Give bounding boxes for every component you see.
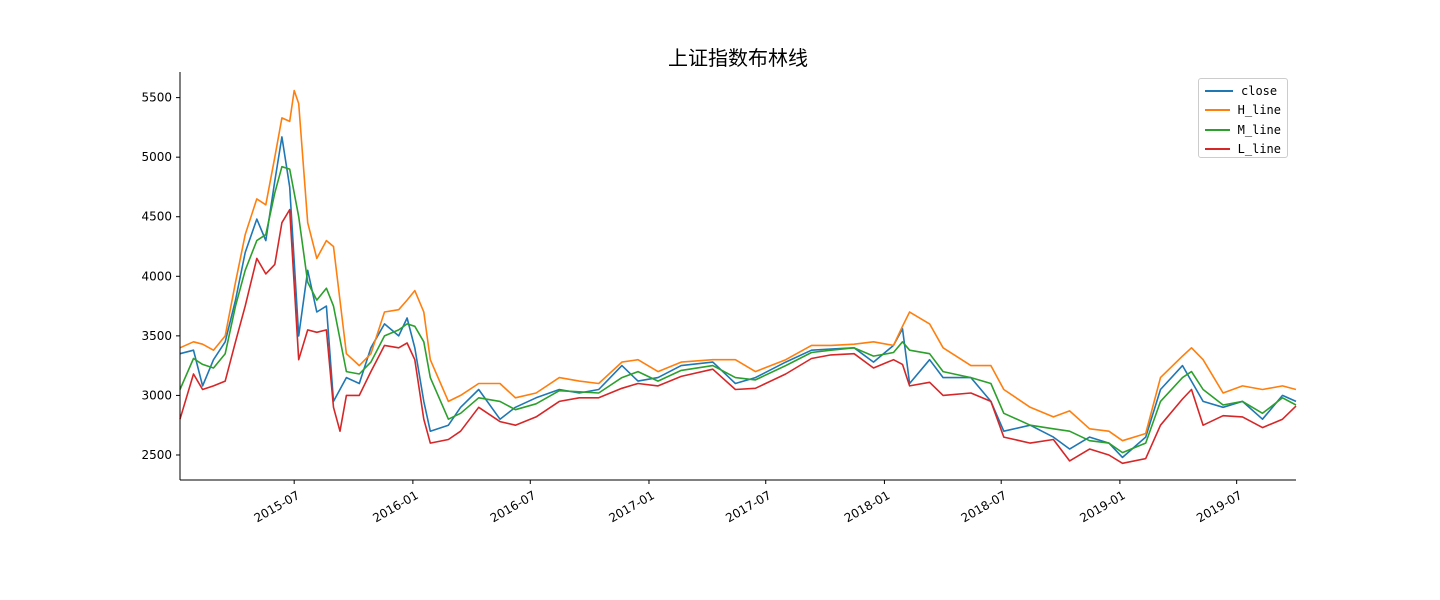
legend-label-h-line: H_line (1237, 103, 1281, 118)
legend-swatch-close (1205, 89, 1233, 92)
y-tick-label: 3000 (141, 388, 172, 402)
series-layer (179, 89, 1297, 465)
y-tick-label: 5500 (141, 91, 172, 105)
series-line-h-line (179, 89, 1297, 442)
series-line-close (179, 136, 1297, 459)
legend-swatch-m-line (1205, 128, 1230, 131)
x-tick-label: 2017-01 (606, 488, 656, 525)
x-tick-label: 2015-07 (252, 488, 302, 525)
legend-entry-close: close (1205, 81, 1281, 101)
legend-swatch-l-line (1205, 148, 1230, 151)
legend-entry-m-line: M_line (1205, 120, 1281, 140)
x-tick-label: 2017-07 (723, 488, 773, 525)
legend-label-m-line: M_line (1237, 122, 1281, 137)
y-tick-label: 3500 (141, 329, 172, 343)
x-tick-label: 2019-07 (1194, 488, 1244, 525)
legend-swatch-h-line (1205, 109, 1230, 112)
legend-entry-l-line: L_line (1205, 140, 1281, 160)
y-tick-label: 4500 (141, 210, 172, 224)
x-tick-label: 2016-01 (370, 488, 420, 525)
x-tick-label: 2016-07 (488, 488, 538, 525)
x-tick-label: 2019-01 (1077, 488, 1127, 525)
legend-label-close: close (1241, 83, 1278, 98)
x-tick-label: 2018-01 (842, 488, 892, 525)
legend-label-l-line: L_line (1237, 142, 1281, 157)
legend: close H_line M_line L_line (1198, 78, 1288, 158)
chart-title: 上证指数布林线 (668, 46, 808, 70)
x-tick-label: 2018-07 (959, 488, 1009, 525)
legend-entry-h-line: H_line (1205, 101, 1281, 121)
y-tick-label: 2500 (141, 448, 172, 462)
y-tick-label: 4000 (141, 269, 172, 283)
series-line-m-line (179, 165, 1297, 454)
series-line-l-line (179, 208, 1297, 465)
y-tick-label: 5000 (141, 150, 172, 164)
